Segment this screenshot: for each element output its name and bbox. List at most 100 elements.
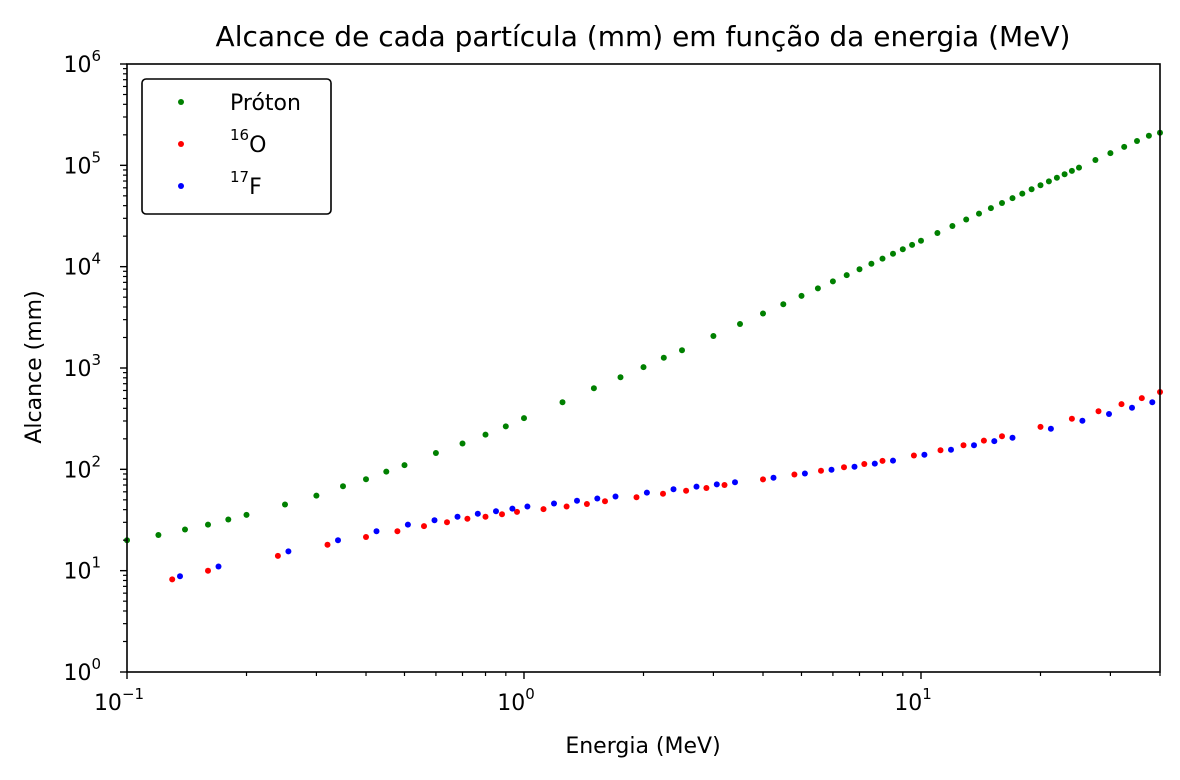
- data-point: [340, 483, 346, 490]
- data-point: [679, 347, 685, 354]
- data-point: [948, 446, 954, 453]
- legend-marker: [178, 141, 184, 147]
- data-point: [499, 511, 505, 518]
- data-point: [910, 452, 917, 459]
- data-point: [703, 485, 710, 491]
- x-tick-label: 100: [497, 685, 535, 716]
- data-point: [182, 526, 188, 533]
- data-point: [1037, 182, 1044, 189]
- data-point: [373, 528, 380, 535]
- data-point: [1138, 395, 1145, 402]
- data-point: [502, 423, 509, 430]
- data-point: [363, 476, 369, 483]
- data-point: [980, 437, 987, 444]
- data-point: [1037, 423, 1044, 430]
- data-point: [828, 466, 835, 473]
- data-point: [459, 440, 466, 447]
- data-point: [934, 230, 941, 236]
- data-point: [868, 260, 875, 267]
- data-point: [431, 517, 438, 524]
- data-point: [633, 494, 640, 501]
- data-point: [829, 278, 836, 285]
- data-point: [1129, 404, 1135, 411]
- legend-label: 16O: [230, 126, 266, 158]
- data-point: [509, 505, 516, 512]
- data-point: [987, 205, 994, 212]
- chart-title: Alcance de cada partícula (mm) em função…: [216, 20, 1071, 53]
- data-point: [721, 482, 728, 488]
- y-tick-label: 105: [63, 148, 101, 179]
- data-point: [960, 442, 967, 449]
- data-point: [574, 497, 580, 504]
- data-point: [524, 503, 531, 510]
- series-16O: [169, 389, 1163, 583]
- data-point: [421, 523, 427, 530]
- data-point: [464, 515, 471, 522]
- data-point: [879, 255, 886, 262]
- data-point: [760, 476, 766, 483]
- legend-label: 17F: [230, 168, 262, 200]
- data-point: [732, 479, 738, 486]
- data-point: [559, 399, 566, 406]
- data-point: [1121, 143, 1128, 150]
- data-point: [963, 216, 970, 223]
- legend-box: [141, 78, 332, 215]
- data-point: [1118, 401, 1125, 408]
- data-point: [335, 537, 341, 544]
- x-tick-label: 10−1: [94, 685, 144, 716]
- data-point: [1045, 178, 1052, 185]
- y-tick-label: 106: [63, 47, 101, 78]
- data-point: [521, 415, 527, 422]
- data-point: [683, 487, 690, 494]
- data-point: [1079, 417, 1086, 424]
- legend-marker: [178, 183, 184, 189]
- data-point: [514, 508, 520, 515]
- data-point: [991, 438, 998, 445]
- y-tick-label: 102: [63, 452, 101, 483]
- data-point: [937, 447, 944, 454]
- data-point: [474, 510, 481, 517]
- data-point: [971, 442, 977, 449]
- data-point: [770, 474, 777, 481]
- data-point: [401, 462, 408, 469]
- data-point: [841, 464, 847, 471]
- data-point: [432, 450, 439, 456]
- data-point: [1061, 171, 1068, 178]
- data-point: [801, 470, 808, 477]
- data-point: [871, 460, 878, 467]
- y-tick-label: 101: [63, 554, 101, 585]
- y-tick-label: 103: [63, 351, 101, 382]
- data-point: [1028, 186, 1035, 193]
- data-point: [713, 481, 720, 488]
- data-point: [274, 552, 281, 559]
- data-point: [643, 489, 650, 496]
- data-point: [814, 285, 821, 292]
- data-point: [851, 463, 858, 470]
- x-axis-label: Energia (MeV): [565, 734, 720, 759]
- legend-label: Próton: [230, 91, 301, 116]
- data-point: [1149, 399, 1156, 406]
- series-17F: [177, 399, 1156, 580]
- data-point: [693, 483, 700, 490]
- data-point: [617, 374, 624, 381]
- data-point: [540, 506, 547, 513]
- data-point: [454, 513, 461, 520]
- data-point: [1068, 167, 1075, 174]
- data-point: [1106, 411, 1112, 417]
- data-point: [791, 471, 798, 478]
- data-point: [225, 516, 232, 523]
- data-point: [780, 301, 787, 308]
- data-point: [760, 310, 766, 317]
- data-point: [282, 501, 288, 508]
- data-point: [999, 200, 1005, 206]
- legend-marker: [178, 99, 184, 105]
- data-point: [879, 457, 886, 464]
- data-point: [710, 333, 717, 339]
- data-point: [590, 385, 597, 392]
- y-axis-label: Alcance (mm): [22, 290, 47, 443]
- data-point: [482, 431, 489, 438]
- data-point: [843, 272, 850, 279]
- data-point: [444, 519, 450, 526]
